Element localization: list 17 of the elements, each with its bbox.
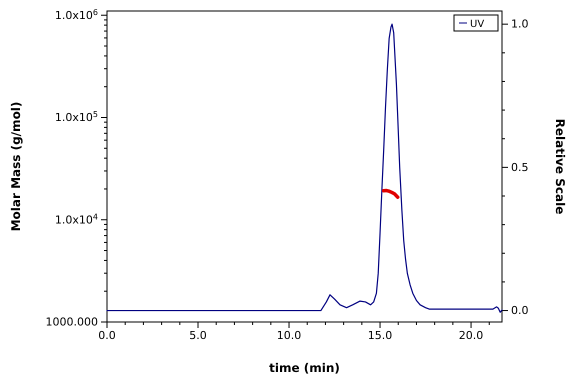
x-tick-label: 10.0 (276, 328, 302, 342)
y-tick-label: 1.0x10$^{6}$ (54, 7, 98, 22)
x-tick-label: 15.0 (368, 328, 392, 342)
y-tick-label: 1.0x10$^{5}$ (54, 110, 98, 124)
x-tick-label: 0.0 (98, 328, 116, 342)
y2-axis-title: Relative Scale (553, 118, 567, 214)
legend-label: UV (470, 19, 484, 30)
y-tick-label: 1.0x10$^{4}$ (54, 212, 98, 226)
y-tick-label: 1000.000 (46, 316, 98, 329)
line-series (382, 188, 400, 199)
y2-tick-label: 0.0 (511, 304, 528, 318)
y2-tick-label: 1.0 (511, 18, 528, 31)
y-axis-title: Molar Mass (g/mol) (9, 102, 23, 232)
x-axis-title: time (min) (269, 361, 340, 375)
x-tick-label: 20.0 (458, 328, 484, 342)
y2-tick-label: 0.5 (511, 160, 528, 174)
x-tick-label: 5.0 (189, 328, 207, 342)
